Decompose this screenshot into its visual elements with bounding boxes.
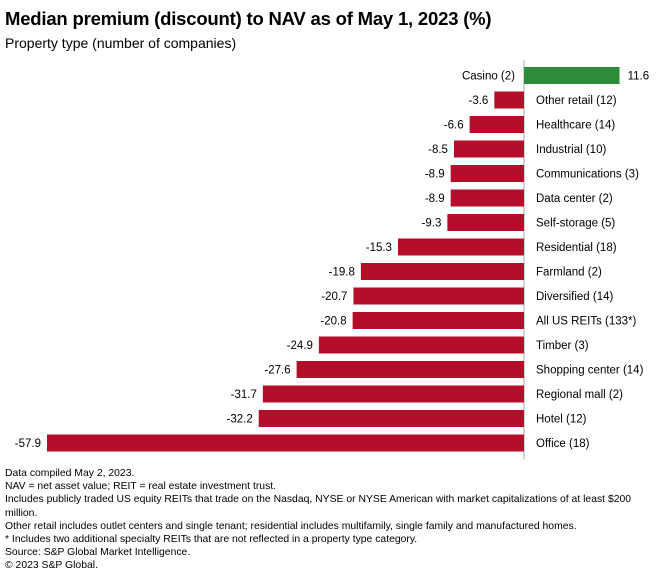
category-label: Self-storage (5) [536,218,615,230]
category-label: Communications (3) [536,169,639,181]
category-label: Regional mall (2) [536,389,623,401]
bar [397,238,524,256]
note-includes: Includes publicly traded US equity REITs… [5,494,632,519]
category-label: Office (18) [536,438,590,450]
value-label: -9.3 [422,218,442,230]
chart-title: Median premium (discount) to NAV as of M… [5,8,492,29]
value-label: -32.2 [227,414,253,426]
bar [494,91,524,109]
note-other-retail: Other retail includes outlet centers and… [5,520,577,532]
bar-chart: 11.6 Casino (2) -3.6 Other retail (12) -6.6 H… [15,60,650,460]
bar [262,385,524,403]
chart-subtitle: Property type (number of companies) [5,35,237,51]
bar [360,263,524,280]
value-label: -20.7 [321,291,347,303]
value-label: -8.9 [425,193,445,205]
bar [353,287,524,305]
value-label: -8.9 [425,169,445,181]
value-label: -8.5 [428,144,448,156]
bar [258,410,524,427]
bar [450,189,524,207]
category-label: Industrial (10) [536,144,606,156]
category-label: Data center (2) [536,193,613,205]
value-label: -20.8 [320,316,346,328]
value-label: -6.6 [444,120,464,132]
bar [450,165,524,182]
note-copyright: © 2023 S&P Global. [5,560,98,572]
bar [318,336,524,354]
category-label: Timber (3) [536,340,589,352]
value-label: -57.9 [15,438,41,450]
bar [296,361,524,378]
bar [469,116,524,133]
category-label: All US REITs (133*) [536,316,637,328]
value-label: -3.6 [469,95,489,107]
note-asterisk: * Includes two additional specialty REIT… [5,534,418,546]
value-label: -19.8 [329,267,355,279]
value-label: -31.7 [231,389,257,401]
note-source: Source: S&P Global Market Intelligence. [5,547,191,559]
value-label: -27.6 [264,365,290,377]
chart-notes: Data compiled May 2, 2023. NAV = net ass… [5,467,657,573]
category-label: Casino (2) [462,71,515,83]
category-label: Healthcare (14) [536,120,615,132]
bar [453,140,524,158]
note-compiled: Data compiled May 2, 2023. [5,468,135,479]
category-label: Diversified (14) [536,291,613,303]
bar [47,434,524,452]
value-label: 11.6 [628,71,650,83]
category-label: Shopping center (14) [536,365,644,377]
bar [352,312,524,329]
category-label: Hotel (12) [536,414,587,426]
value-label: -15.3 [366,242,392,254]
category-label: Farmland (2) [536,267,602,279]
bar [524,67,620,84]
category-label: Residential (18) [536,242,617,254]
bar [447,214,524,231]
category-label: Other retail (12) [536,95,617,107]
value-label: -24.9 [287,340,313,352]
note-definitions: NAV = net asset value; REIT = real estat… [5,481,277,493]
